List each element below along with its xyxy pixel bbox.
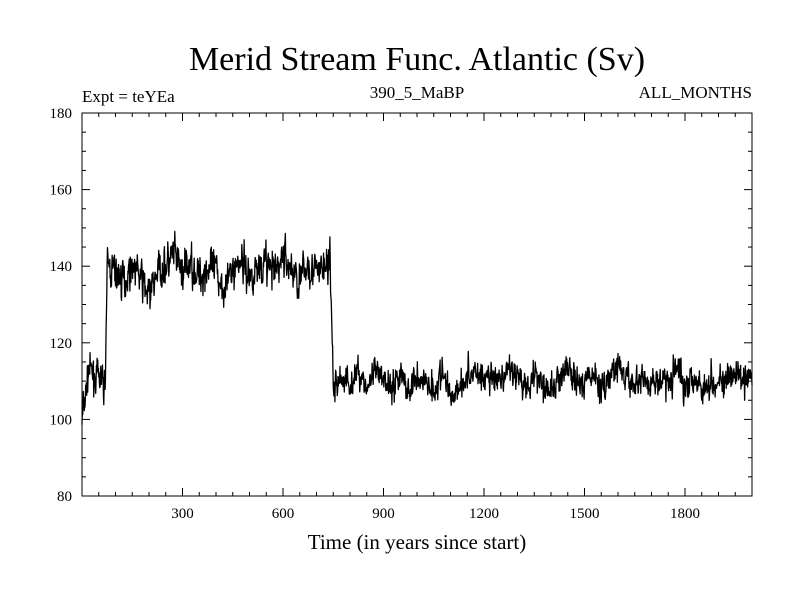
chart-title: Merid Stream Func. Atlantic (Sv) — [189, 41, 645, 78]
x-tick-label: 600 — [272, 506, 295, 522]
plot-frame — [81, 112, 753, 497]
experiment-label: Expt = teYEa — [82, 87, 175, 106]
x-tick-label: 900 — [372, 506, 395, 522]
x-axis-label: Time (in years since start) — [308, 530, 527, 554]
y-tick-label: 80 — [57, 489, 72, 505]
series-layer — [81, 230, 753, 425]
y-tick-label: 140 — [50, 259, 73, 275]
x-tick-label: 1800 — [670, 506, 700, 522]
y-tick-label: 160 — [50, 183, 73, 199]
y-tick-label: 100 — [50, 412, 73, 428]
x-tick-label: 1500 — [570, 506, 600, 522]
dataset-label: 390_5_MaBP — [370, 83, 464, 102]
x-tick-label: 1200 — [469, 506, 499, 522]
y-tick-label: 120 — [50, 336, 73, 352]
months-label: ALL_MONTHS — [639, 83, 752, 102]
tick-layer: 300 600 900 1200 1500 1800 80 100 120 140 160 180 — [50, 106, 752, 522]
y-tick-label: 180 — [50, 106, 73, 122]
series-line — [81, 230, 753, 425]
x-tick-label: 300 — [171, 506, 194, 522]
